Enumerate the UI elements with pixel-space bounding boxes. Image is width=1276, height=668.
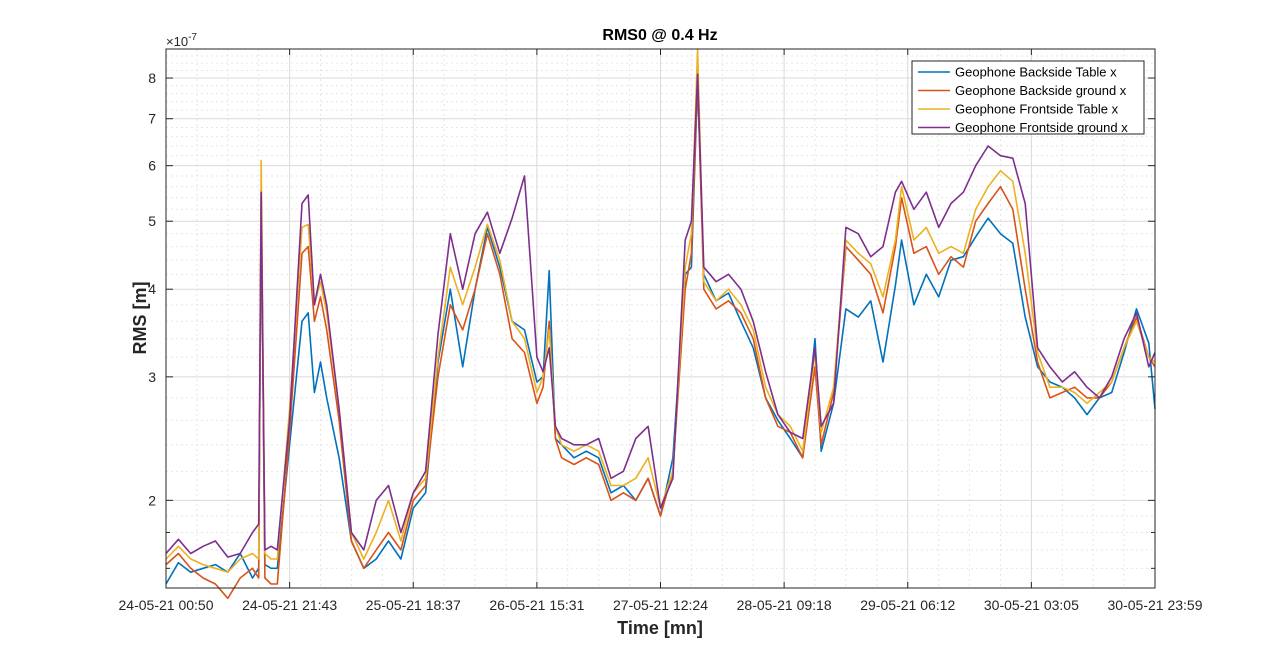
- x-axis-label: Time [mn]: [617, 618, 703, 638]
- x-tick-label: 30-05-21 23:59: [1108, 597, 1203, 613]
- y-tick-label: 4: [148, 281, 156, 297]
- y-tick-label: 6: [148, 158, 156, 174]
- legend-label-geophone-backside-table-x: Geophone Backside Table x: [955, 65, 1117, 80]
- legend-box: [911, 60, 1145, 135]
- legend-label-geophone-backside-ground-x: Geophone Backside ground x: [955, 83, 1127, 98]
- x-tick-label: 28-05-21 09:18: [737, 597, 832, 613]
- series-lines: [165, 48, 1156, 600]
- series-line-geophone-frontside-table-x: [165, 48, 1156, 574]
- x-tick-label: 27-05-21 12:24: [613, 597, 708, 613]
- y-exponent-power: -7: [188, 32, 197, 43]
- axis-ticks: 24-05-21 00:50 24-05-21 21:43 25-05-21 18:…: [119, 49, 1203, 613]
- y-tick-label: 8: [148, 70, 156, 86]
- legend-label-geophone-frontside-table-x: Geophone Frontside Table x: [955, 102, 1119, 117]
- legend: Geophone Backside Table x Geophone Backsi…: [911, 60, 1145, 135]
- series-line-geophone-frontside-ground-x: [165, 73, 1156, 558]
- x-tick-label: 25-05-21 18:37: [366, 597, 461, 613]
- y-axis-label: RMS [m]: [130, 282, 150, 355]
- y-exponent-base: ×10: [166, 34, 188, 49]
- x-tick-label: 24-05-21 21:43: [242, 597, 337, 613]
- x-tick-label: 26-05-21 15:31: [489, 597, 584, 613]
- y-tick-label: 5: [148, 213, 156, 229]
- chart-title: RMS0 @ 0.4 Hz: [602, 27, 717, 44]
- series-line-geophone-backside-ground-x: [165, 77, 1156, 600]
- y-tick-label: 3: [148, 369, 156, 385]
- y-tick-label: 2: [148, 492, 156, 508]
- y-tick-label: 7: [148, 111, 156, 127]
- x-tick-label: 30-05-21 03:05: [984, 597, 1079, 613]
- y-exponent-label: ×10-7: [166, 32, 197, 49]
- legend-label-geophone-frontside-ground-x: Geophone Frontside ground x: [955, 120, 1128, 135]
- x-tick-label: 24-05-21 00:50: [119, 597, 214, 613]
- x-tick-label: 29-05-21 06:12: [860, 597, 955, 613]
